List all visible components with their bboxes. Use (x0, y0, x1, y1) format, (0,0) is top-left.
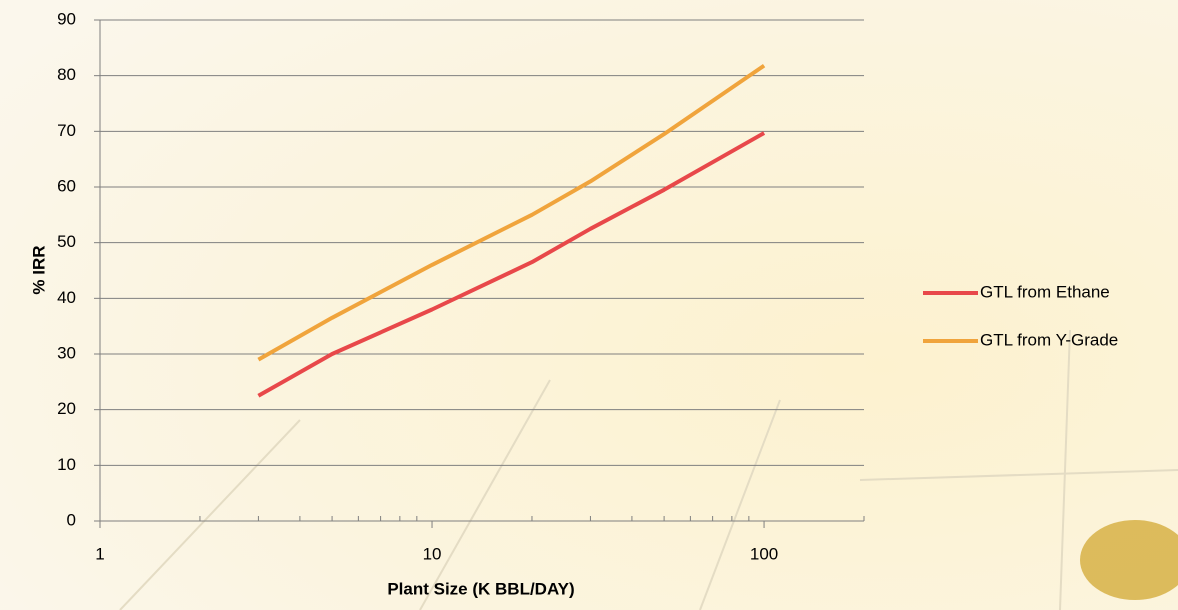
background-decoration (119, 329, 1178, 610)
y-tick-label: 80 (57, 65, 76, 84)
legend-label: GTL from Ethane (980, 282, 1110, 301)
y-tick-label: 40 (57, 288, 76, 307)
x-tick-label: 1 (95, 544, 104, 563)
coins-decoration (1080, 520, 1178, 600)
x-tick-label: 100 (750, 544, 778, 563)
y-tick-label: 70 (57, 121, 76, 140)
x-axis-title: Plant Size (K BBL/DAY) (387, 579, 574, 598)
legend-label: GTL from Y-Grade (980, 330, 1118, 349)
y-tick-label: 60 (57, 176, 76, 195)
y-tick-label: 10 (57, 455, 76, 474)
y-axis-title: % IRR (29, 245, 48, 294)
y-tick-label: 20 (57, 399, 76, 418)
y-tick-label: 0 (67, 510, 76, 529)
y-tick-label: 50 (57, 232, 76, 251)
data-line (257, 63, 766, 362)
y-tick-label: 30 (57, 343, 76, 362)
x-tick-label: 10 (423, 544, 442, 563)
y-tick-label: 90 (57, 9, 76, 28)
data-line (257, 131, 766, 398)
